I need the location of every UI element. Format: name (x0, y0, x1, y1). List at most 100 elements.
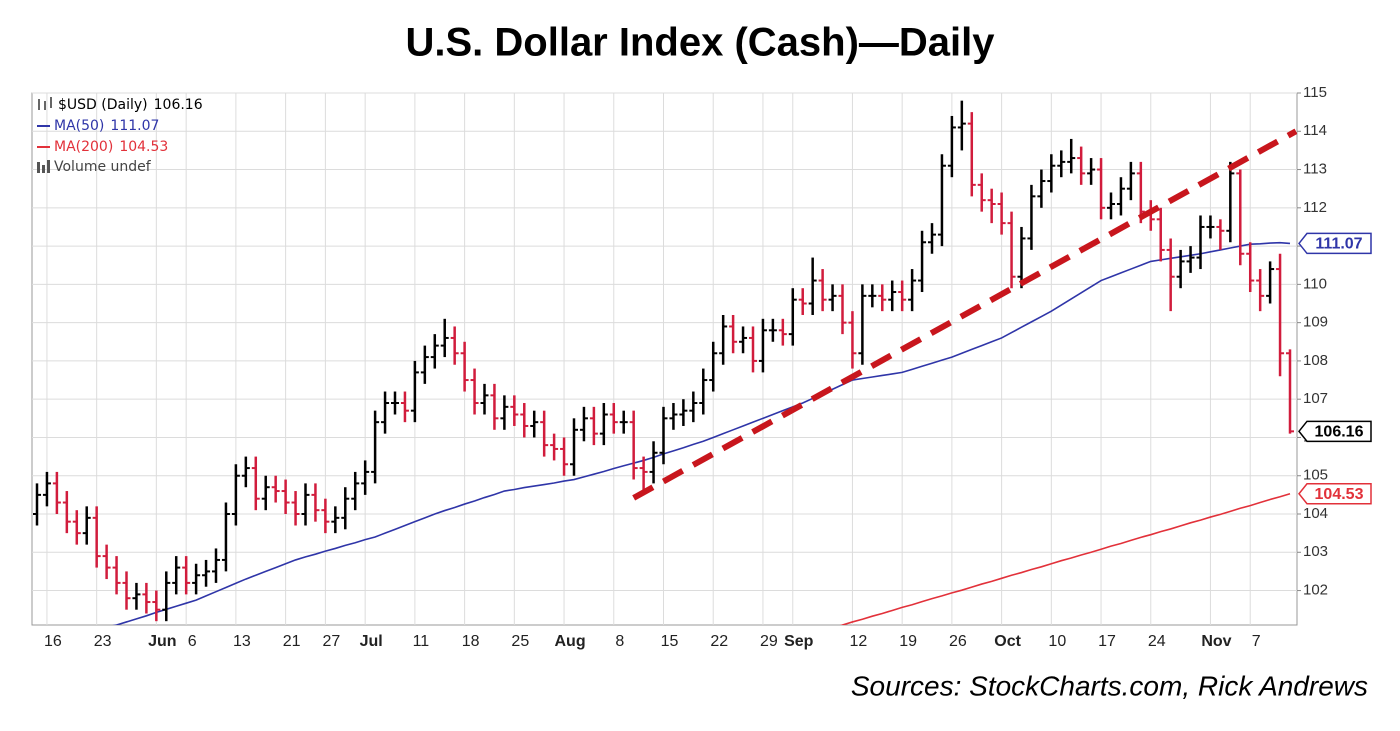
ohlc-bar (1057, 150, 1066, 178)
ohlc-bar (42, 471, 51, 507)
x-tick-label: 15 (661, 633, 679, 650)
ohlc-bar (251, 456, 260, 511)
ohlc-bar (838, 284, 847, 335)
legend-label: $USD (Daily) (58, 97, 148, 113)
y-tick-label: 109 (1303, 314, 1328, 331)
y-tick-label: 103 (1303, 543, 1328, 560)
ohlc-bar (420, 345, 429, 384)
ohlc-bar (629, 410, 638, 480)
ohlc-bar (1186, 246, 1195, 273)
ohlc-bar (1067, 138, 1076, 174)
ohlc-bar (1216, 219, 1225, 250)
value-tag (1298, 420, 1372, 443)
ohlc-bar (391, 391, 399, 415)
ohlc-bar (1226, 161, 1235, 243)
ohlc-bar (679, 399, 688, 426)
ohlc-bar (291, 491, 300, 526)
ohlc-bar (231, 464, 240, 526)
ohlc-bar (1037, 169, 1046, 208)
ohlc-bar (510, 395, 519, 426)
ohlc-bar (550, 433, 559, 461)
x-tick-label: 22 (710, 633, 728, 650)
value-tag-label: 104.53 (1315, 486, 1364, 503)
ohlc-bar (450, 326, 459, 365)
ohlc-bar (908, 269, 917, 312)
ohlc-bar (709, 341, 718, 392)
ohlc-bar (1126, 161, 1135, 201)
chart-title: U.S. Dollar Index (Cash)—Daily (405, 21, 995, 65)
x-tick-label: Aug (555, 633, 586, 650)
y-tick-label: 113 (1303, 161, 1327, 178)
x-tick-label: Nov (1201, 633, 1231, 650)
x-tick-label: 17 (1098, 633, 1116, 650)
ohlc-bar (758, 318, 767, 373)
ohlc-bar (430, 334, 439, 369)
ohlc-bar (868, 284, 877, 308)
x-tick-label: 18 (462, 633, 480, 650)
legend-value: 104.53 (119, 139, 168, 155)
ohlc-bar (1286, 349, 1294, 434)
ohlc-bar (788, 288, 797, 346)
ohlc-bar (1196, 215, 1205, 270)
ohlc-bar (331, 506, 340, 534)
x-tick-label: 12 (850, 633, 868, 650)
legend-value: 111.07 (110, 118, 159, 134)
ohlc-bar (689, 391, 698, 423)
ohlc-bar (440, 318, 449, 358)
ohlc-bar (1206, 215, 1215, 239)
legend-volume: Volume undef (54, 159, 152, 175)
x-tick-label: 27 (322, 633, 340, 650)
ohlc-bar (848, 311, 857, 369)
x-tick-label: Jun (148, 633, 176, 650)
ohlc-bar (858, 284, 867, 365)
legend-icon (38, 97, 52, 110)
source-note: Sources: StockCharts.com, Rick Andrews (851, 670, 1368, 701)
legend-price: $USD (Daily) 106.16 (58, 97, 203, 113)
y-tick-label: 115 (1303, 84, 1327, 101)
ohlc-bar (33, 483, 41, 526)
ohlc-bar (888, 280, 897, 312)
ohlc-bar (1256, 269, 1265, 312)
ohlc-bar (341, 487, 350, 530)
ohlc-bar (281, 479, 290, 515)
ohlc-bar (639, 456, 648, 492)
ohlc-bar (560, 437, 569, 476)
ohlc-bar (878, 284, 887, 312)
ohlc-bar (62, 491, 71, 534)
y-tick-label: 102 (1303, 582, 1328, 599)
ohlc-bar (967, 112, 976, 197)
x-tick-label: 16 (44, 633, 62, 650)
ohlc-bar (609, 403, 618, 434)
x-tick-label: 21 (283, 633, 301, 650)
legend: $USD (Daily) 106.16 MA(50) 111.07 MA(200) 1… (37, 97, 203, 175)
x-tick-label: 11 (413, 633, 430, 650)
ohlc-bar (828, 284, 837, 312)
ohlc-bar (540, 410, 549, 457)
legend-ma50: MA(50) 111.07 (54, 118, 159, 134)
legend-icon (37, 160, 50, 173)
x-tick-label: 10 (1048, 633, 1066, 650)
y-tick-label: 105 (1303, 467, 1328, 484)
y-tick-label: 107 (1303, 390, 1328, 407)
ohlc-bar (818, 269, 827, 312)
ohlc-bar (947, 115, 956, 178)
ohlc-bar (301, 483, 310, 526)
plot-area (33, 100, 1297, 625)
ohlc-bar (729, 314, 738, 354)
ohlc-bar (212, 548, 220, 583)
ohlc-bar (1087, 158, 1096, 185)
ohlc-bar (918, 230, 927, 293)
ohlc-bar (749, 326, 757, 373)
ohlc-bar (619, 410, 628, 434)
ohlc-bar (261, 475, 270, 511)
ohlc-bar (52, 471, 61, 515)
ohlc-bar (92, 506, 101, 568)
legend-label: MA(50) (54, 118, 104, 134)
ohlc-bar (957, 100, 966, 151)
ohlc-bar (530, 410, 539, 438)
ohlc-bar (987, 188, 996, 224)
ohlc-bar (659, 406, 668, 465)
x-tick-label: 29 (760, 633, 778, 650)
ohlc-bar (928, 223, 936, 254)
